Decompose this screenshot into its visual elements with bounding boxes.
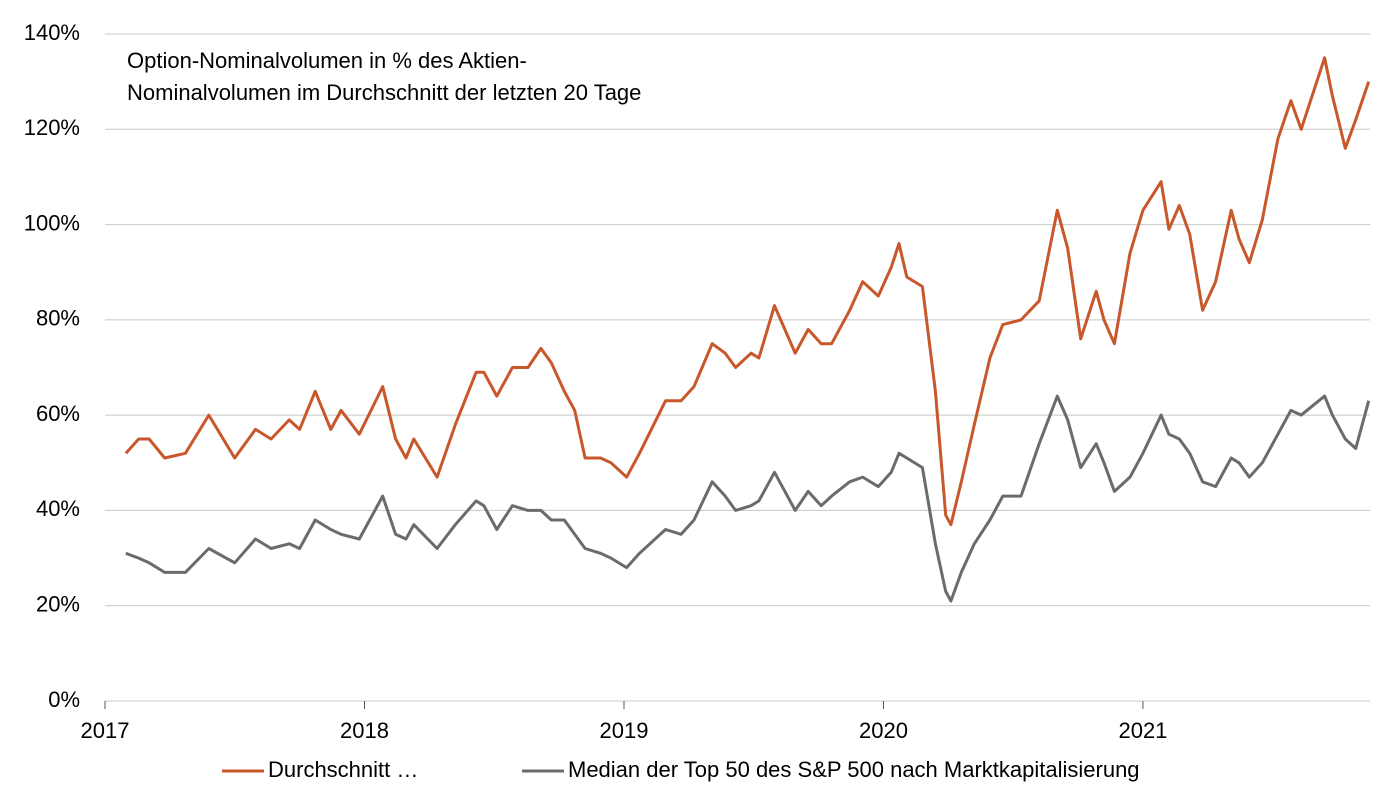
x-tick-label: 2020 [859,718,908,743]
legend-label: Durchschnitt … [268,757,418,782]
series-line [124,56,1371,527]
y-tick-label: 140% [24,20,80,45]
y-tick-label: 0% [48,687,80,712]
annotation: Option-Nominalvolumen in % des Aktien- [127,48,527,73]
series-line [125,394,1371,603]
y-tick-label: 20% [36,592,80,617]
annotation: Nominalvolumen im Durchschnitt der letzt… [127,80,641,105]
y-tick-label: 40% [36,496,80,521]
x-tick-label: 2021 [1118,718,1167,743]
x-tick-label: 2018 [340,718,389,743]
y-tick-label: 80% [36,306,80,331]
x-tick-label: 2017 [81,718,130,743]
x-tick-label: 2019 [599,718,648,743]
y-tick-label: 120% [24,115,80,140]
y-tick-label: 100% [24,210,80,235]
legend-label: Median der Top 50 des S&P 500 nach Markt… [568,757,1140,782]
y-tick-label: 60% [36,401,80,426]
